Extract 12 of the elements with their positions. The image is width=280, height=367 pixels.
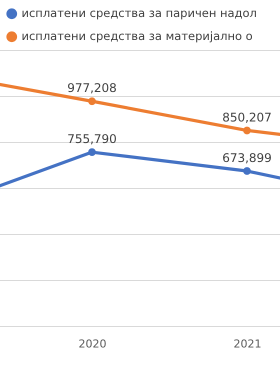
x-tick-label: 2020	[78, 338, 106, 350]
point	[243, 126, 251, 134]
point	[88, 148, 96, 156]
data-label: 977,208	[67, 81, 117, 96]
point	[243, 167, 251, 175]
x-tick-label: 2021	[234, 338, 262, 350]
legend-label: исплатени средства за материјално о	[22, 28, 253, 43]
data-label: 850,207	[222, 110, 272, 124]
data-label: 755,790	[67, 132, 117, 146]
legend-label: исплатени средства за паричен надол	[22, 6, 257, 20]
data-label: 673,899	[222, 151, 272, 166]
point	[88, 97, 96, 106]
